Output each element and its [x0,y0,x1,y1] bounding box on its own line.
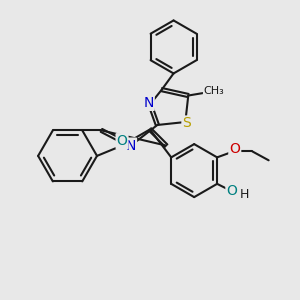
Text: O: O [229,142,240,156]
Text: S: S [182,116,191,130]
Text: N: N [126,139,136,153]
Text: H: H [239,188,249,201]
Text: CH₃: CH₃ [204,86,225,96]
Text: N: N [143,96,154,110]
Text: O: O [226,184,237,198]
Text: O: O [117,134,128,148]
